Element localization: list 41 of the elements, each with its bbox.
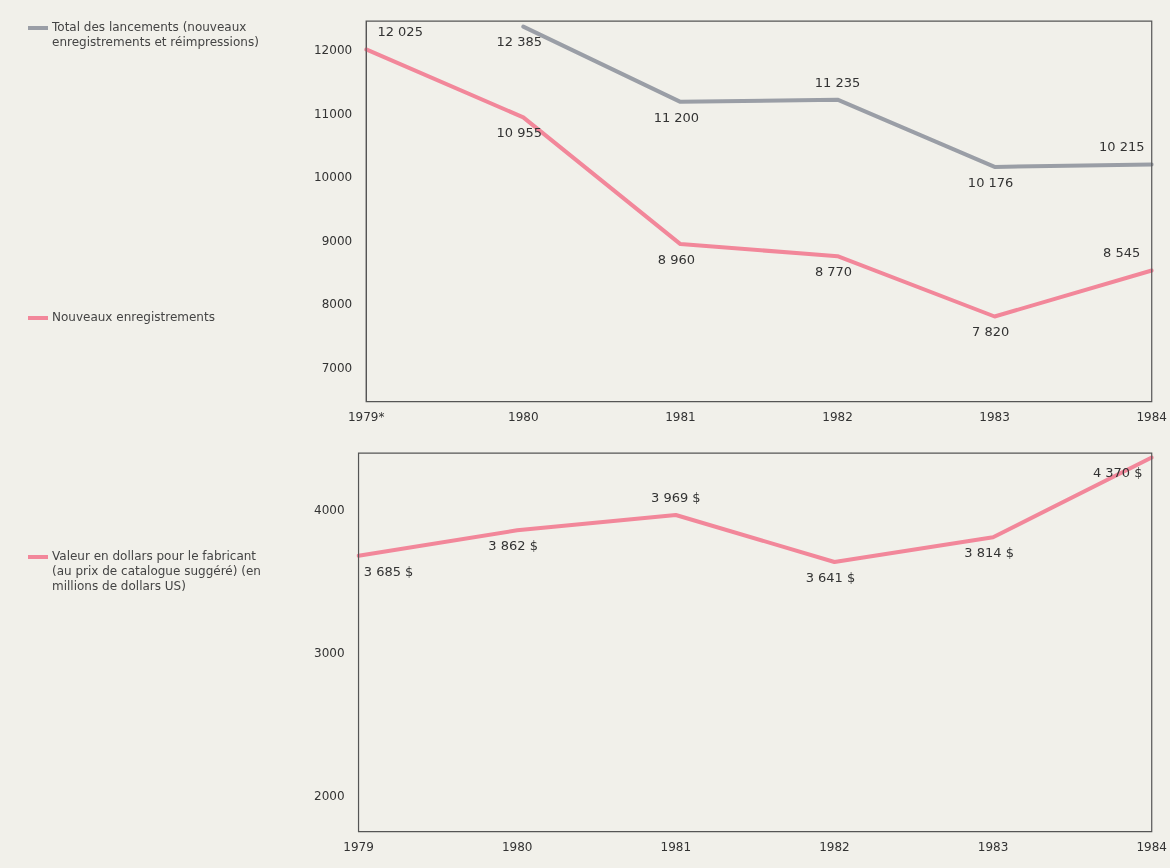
data-label: 3 685 $ [363, 563, 414, 579]
x-tick-label: 1982 [822, 409, 853, 424]
x-tick-label: 1983 [977, 839, 1009, 854]
data-label: 10 955 [496, 125, 543, 141]
data-label: 3 641 $ [805, 569, 856, 585]
data-label: 3 969 $ [651, 489, 701, 505]
y-tick-label: 2000 [313, 789, 345, 804]
y-tick-label: 4000 [313, 502, 345, 517]
data-label: 10 176 [967, 174, 1014, 190]
y-tick-label: 7000 [321, 360, 353, 375]
data-label: 8 545 [1103, 245, 1141, 261]
x-tick-label: 1982 [819, 839, 850, 854]
data-label: 12 025 [377, 24, 423, 40]
x-tick-label: 1979 [343, 839, 374, 854]
data-label: 12 385 [496, 34, 543, 50]
data-label: 10 215 [1098, 139, 1145, 155]
y-tick-label: 9000 [321, 233, 353, 248]
data-label: 8 770 [814, 264, 853, 280]
y-tick-label: 3000 [313, 645, 345, 660]
data-label: 4 370 $ [1092, 465, 1143, 481]
x-tick-label: 1981 [665, 409, 696, 424]
legend-label: Valeur en dollars pour le fabricant (au prix de catalogue suggéré) (en millions de dollars US) [52, 548, 262, 594]
x-tick-label: 1984 [1136, 409, 1167, 424]
legend-label: Total des lancements (nouveaux enregistrements et réimpressions) [52, 19, 260, 50]
x-tick-label: 1981 [660, 839, 692, 854]
data-label: 11 200 [653, 109, 700, 125]
data-label: 8 960 [657, 251, 696, 267]
x-tick-label: 1980 [508, 409, 539, 424]
x-tick-label: 1979* [347, 409, 385, 424]
data-label: 3 814 $ [964, 545, 1014, 561]
y-tick-label: 8000 [321, 297, 353, 312]
data-label: 7 820 [972, 324, 1010, 340]
x-tick-label: 1983 [979, 409, 1010, 424]
x-tick-label: 1984 [1136, 839, 1167, 854]
y-tick-label: 12000 [313, 43, 353, 58]
y-tick-label: 11000 [313, 106, 353, 121]
data-label: 11 235 [814, 74, 861, 90]
data-label: 3 862 $ [488, 538, 538, 554]
legend-label: Nouveaux enregistrements [52, 309, 216, 325]
y-tick-label: 10000 [313, 170, 353, 185]
x-tick-label: 1980 [501, 839, 533, 854]
